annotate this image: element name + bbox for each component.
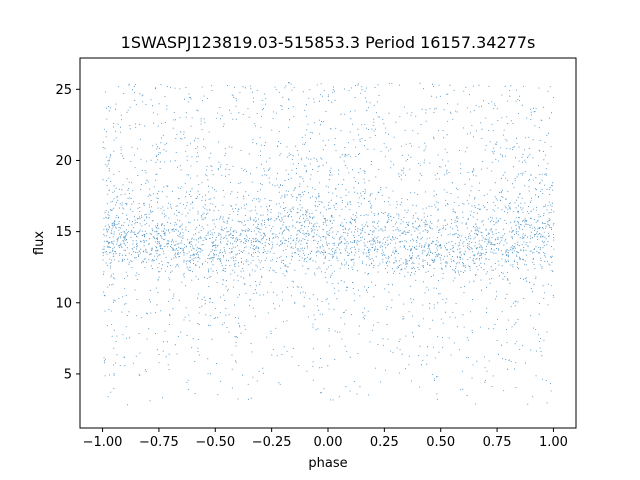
y-tick-label: 15 — [55, 225, 72, 240]
x-axis: −1.00 −0.75 −0.50 −0.25 0.00 0.25 0.50 0.75 1.00 — [83, 428, 568, 450]
plot-area — [80, 58, 576, 428]
x-tick-label: −0.50 — [195, 435, 235, 450]
y-axis-label: flux — [32, 231, 47, 255]
y-tick-label: 10 — [55, 296, 72, 311]
y-tick-label: 25 — [55, 83, 72, 98]
x-tick-label: 0.25 — [370, 435, 399, 450]
x-tick-label: −1.00 — [83, 435, 123, 450]
chart-title: 1SWASPJ123819.03-515853.3 Period 16157.3… — [121, 33, 536, 52]
x-tick-label: −0.75 — [139, 435, 179, 450]
x-tick-label: −0.25 — [252, 435, 292, 450]
x-axis-label: phase — [308, 456, 347, 471]
x-tick-label: 0.75 — [483, 435, 512, 450]
y-tick-label: 5 — [64, 367, 72, 382]
x-tick-label: 0.50 — [426, 435, 455, 450]
x-tick-label: 0.00 — [314, 435, 343, 450]
y-axis: 5 10 15 20 25 — [55, 83, 80, 382]
y-tick-label: 20 — [55, 154, 72, 169]
x-tick-label: 1.00 — [539, 435, 568, 450]
